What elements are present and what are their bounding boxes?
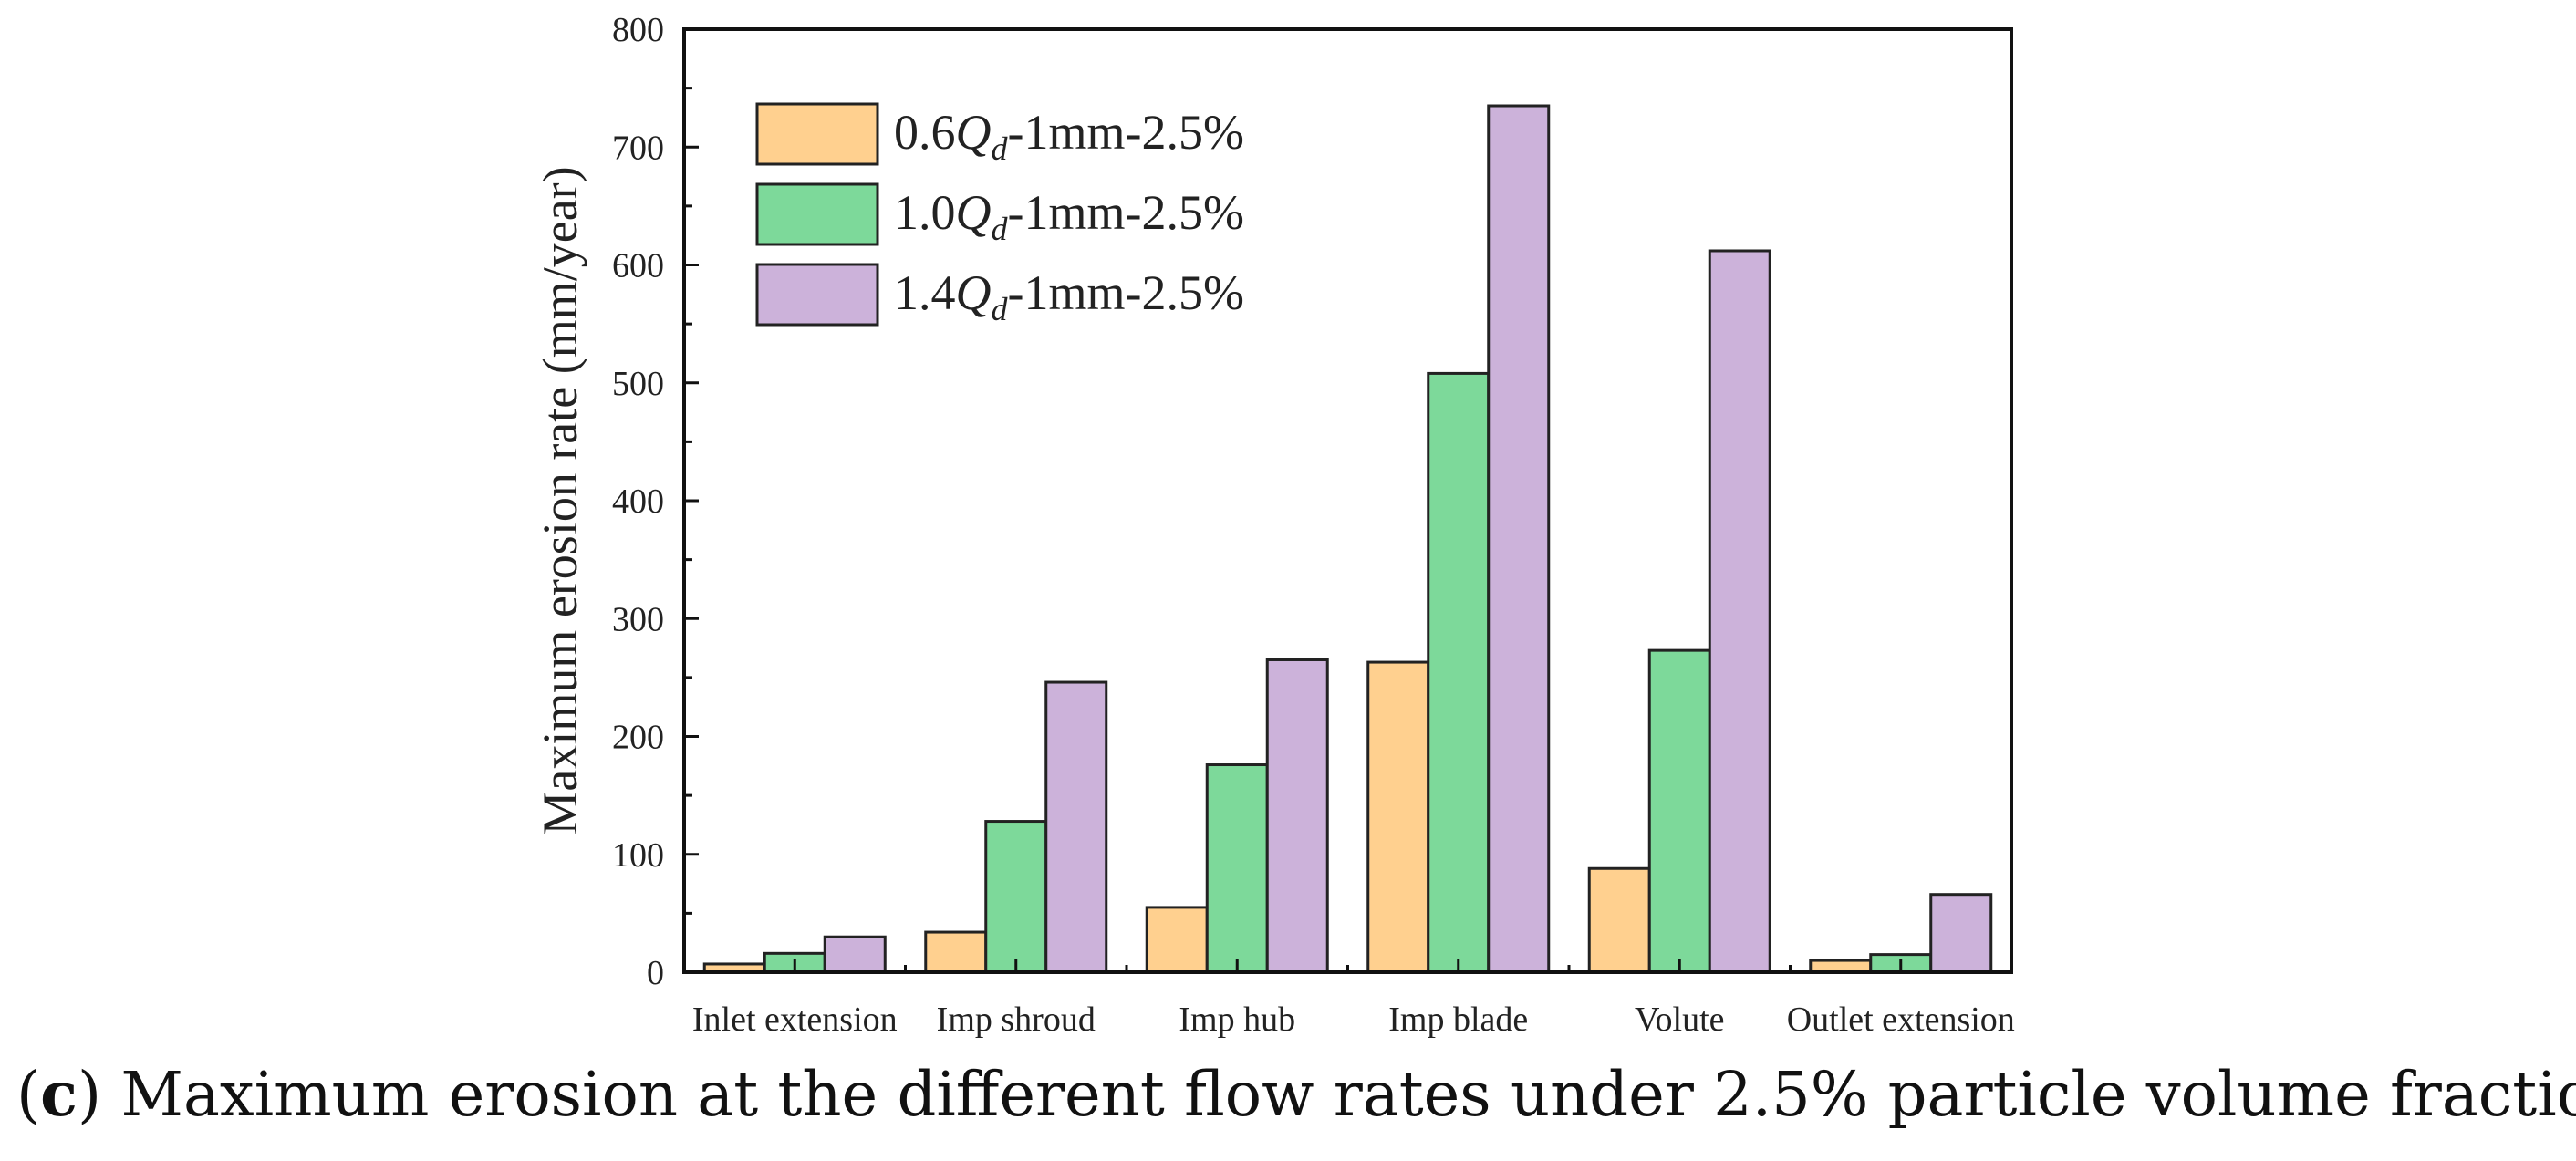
legend-swatch bbox=[755, 102, 879, 166]
bar bbox=[1929, 893, 1993, 974]
caption-label-close: ) bbox=[77, 1059, 102, 1130]
y-tick-label: 600 bbox=[612, 247, 664, 285]
caption-label: c bbox=[40, 1058, 78, 1130]
x-tick-label: Imp blade bbox=[1388, 1000, 1528, 1039]
bar bbox=[1427, 371, 1491, 974]
bar bbox=[1487, 104, 1551, 974]
x-tick-label: Volute bbox=[1635, 1000, 1725, 1039]
bar bbox=[1044, 680, 1108, 974]
axes-layer: 0 100 200 300 400 500 600 700 800 Inlet extension… bbox=[533, 11, 2015, 1039]
y-tick-label: 500 bbox=[612, 365, 664, 403]
bar bbox=[823, 935, 887, 974]
caption-text: Maximum erosion at the different flow ra… bbox=[101, 1059, 2576, 1130]
y-tick-label: 400 bbox=[612, 482, 664, 521]
bar bbox=[1587, 866, 1651, 974]
y-tick-label: 0 bbox=[647, 954, 664, 992]
bars-layer bbox=[702, 104, 1993, 974]
y-axis-title: Maximum erosion rate (mm/year) bbox=[533, 166, 587, 834]
bar bbox=[1708, 249, 1771, 974]
legend-label: 1.0Qd-1mm-2.5% bbox=[894, 185, 1244, 247]
figure-caption: (c) Maximum erosion at the different flo… bbox=[16, 1058, 2576, 1130]
x-tick-label: Inlet extension bbox=[692, 1000, 898, 1039]
y-tick-label: 800 bbox=[612, 11, 664, 49]
bar bbox=[1265, 658, 1329, 974]
bar bbox=[984, 820, 1048, 974]
y-tick-label: 200 bbox=[612, 719, 664, 757]
legend-label: 1.4Qd-1mm-2.5% bbox=[894, 265, 1244, 327]
legend: 0.6Qd-1mm-2.5% 1.0Qd-1mm-2.5% 1.4Qd-1mm-2.… bbox=[755, 102, 1244, 327]
bar bbox=[1366, 660, 1430, 974]
bar bbox=[1205, 763, 1269, 974]
legend-swatch bbox=[755, 182, 879, 246]
x-tick-label: Imp hub bbox=[1179, 1000, 1295, 1039]
y-tick-label: 700 bbox=[612, 129, 664, 167]
bar bbox=[1647, 648, 1711, 974]
bar-chart: 0 100 200 300 400 500 600 700 800 Inlet extension… bbox=[533, 11, 2015, 1039]
legend-swatch bbox=[755, 263, 879, 327]
y-tick-label: 100 bbox=[612, 836, 664, 875]
bar bbox=[1145, 906, 1209, 974]
caption-label-open: ( bbox=[16, 1059, 41, 1130]
y-tick-label: 300 bbox=[612, 600, 664, 638]
x-tick-label: Outlet extension bbox=[1787, 1000, 2015, 1039]
legend-label: 0.6Qd-1mm-2.5% bbox=[894, 105, 1244, 167]
x-tick-label: Imp shroud bbox=[937, 1000, 1096, 1039]
plot-frame bbox=[682, 27, 2013, 974]
bar bbox=[924, 930, 988, 974]
